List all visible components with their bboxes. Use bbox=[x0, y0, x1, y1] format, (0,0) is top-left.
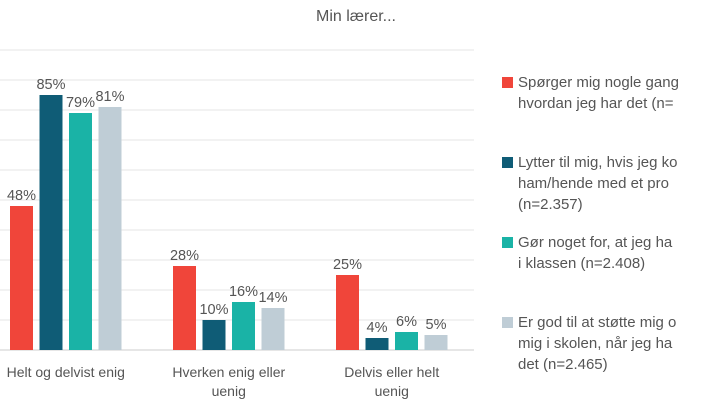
data-label: 5% bbox=[426, 317, 447, 333]
legend-swatch bbox=[502, 317, 513, 328]
legend-label: Er god til at støtte mig o mig i skolen,… bbox=[518, 314, 677, 373]
legend-swatch bbox=[502, 157, 513, 168]
bar bbox=[98, 107, 122, 350]
data-label: 6% bbox=[396, 314, 417, 330]
bar bbox=[202, 320, 226, 350]
legend: Spørger mig nogle gang hvordan jeg har d… bbox=[502, 62, 706, 392]
data-label: 79% bbox=[66, 95, 95, 111]
bar bbox=[336, 275, 359, 350]
x-tick-label: Delvis eller helt uenig bbox=[344, 364, 439, 399]
legend-label: Spørger mig nogle gang hvordan jeg har d… bbox=[518, 74, 679, 112]
bar-chart: 48% 85%79% 81% Helt og delvist enig 28% 10%16… bbox=[0, 49, 474, 399]
legend-swatch bbox=[502, 77, 513, 88]
data-label: 16% bbox=[229, 284, 258, 300]
data-label: 25% bbox=[333, 257, 362, 273]
legend-label: Gør noget for, at jeg ha i klassen (n=2.… bbox=[518, 234, 673, 272]
legend-swatch bbox=[502, 237, 513, 248]
data-label: 10% bbox=[199, 302, 228, 318]
data-label: 28% bbox=[170, 248, 199, 264]
x-tick-label: Hverken enig eller uenig bbox=[172, 364, 285, 399]
bar bbox=[395, 332, 418, 350]
bar bbox=[261, 308, 285, 350]
bar bbox=[232, 302, 255, 350]
legend-label: Lytter til mig, hvis jeg ko ham/hende me… bbox=[518, 154, 678, 213]
x-tick-label: Helt og delvist enig bbox=[7, 364, 125, 380]
bar bbox=[424, 335, 448, 350]
bar bbox=[69, 113, 92, 350]
data-label: 48% bbox=[7, 188, 36, 204]
bar bbox=[173, 266, 196, 350]
data-label: 4% bbox=[367, 320, 388, 336]
chart-title: Min lærer... bbox=[315, 8, 396, 25]
data-label: 14% bbox=[258, 290, 287, 306]
data-label: 81% bbox=[95, 89, 124, 105]
data-label: 85% bbox=[36, 77, 65, 93]
bar bbox=[365, 338, 389, 350]
bar bbox=[10, 206, 33, 350]
bar bbox=[39, 95, 63, 350]
